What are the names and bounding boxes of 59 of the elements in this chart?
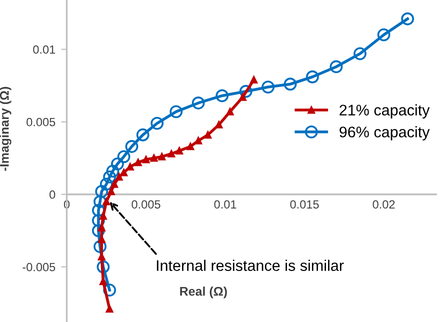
point <box>216 89 229 102</box>
point <box>284 78 297 91</box>
point <box>125 140 138 153</box>
point <box>103 284 116 297</box>
point <box>142 156 150 164</box>
y-tick-label: -0.005 <box>22 262 56 272</box>
point <box>354 47 366 60</box>
legend-label: 21% capacity <box>340 104 430 119</box>
point <box>186 142 194 150</box>
point <box>176 147 183 155</box>
point <box>204 131 212 139</box>
point <box>377 28 390 42</box>
point <box>306 70 319 84</box>
point <box>136 128 150 142</box>
point <box>215 121 223 128</box>
point <box>94 240 106 254</box>
point <box>250 76 258 84</box>
point <box>94 195 106 208</box>
point <box>96 260 110 274</box>
point <box>98 253 106 260</box>
point <box>126 163 134 170</box>
point <box>100 278 107 286</box>
point <box>106 305 114 313</box>
point <box>158 152 166 160</box>
point <box>150 116 164 130</box>
y-axis-title: -Imaginary (Ω) <box>0 86 12 171</box>
x-tick-label: 0.01 <box>214 200 236 209</box>
y-tick-label: 0 <box>50 190 56 199</box>
point <box>100 178 113 191</box>
point <box>111 157 124 170</box>
point <box>115 173 123 181</box>
y-tick-label: 0.01 <box>33 45 56 54</box>
point <box>110 180 118 188</box>
point <box>95 185 108 198</box>
x-tick-label: 0.015 <box>290 200 319 209</box>
y-tick-label: 0.005 <box>26 118 56 126</box>
point <box>106 164 120 178</box>
point <box>103 170 116 184</box>
legend-label: 96% capacity <box>340 126 430 140</box>
point <box>168 150 176 158</box>
point <box>92 224 105 238</box>
point <box>239 84 252 98</box>
point <box>150 154 158 162</box>
point <box>192 96 205 110</box>
point <box>262 80 275 94</box>
point <box>120 168 128 176</box>
point <box>239 93 246 101</box>
point <box>330 60 343 74</box>
point <box>102 198 110 206</box>
x-tick-label: 0.02 <box>372 200 395 209</box>
annotation: Internal resistance is similar <box>156 260 344 271</box>
x-axis-title: Real (Ω) <box>180 286 227 298</box>
point <box>107 188 115 196</box>
x-tick-label: 0.005 <box>132 200 160 209</box>
point <box>170 105 183 118</box>
point <box>401 12 414 26</box>
point <box>117 150 130 164</box>
point <box>134 158 142 166</box>
point <box>100 212 107 220</box>
